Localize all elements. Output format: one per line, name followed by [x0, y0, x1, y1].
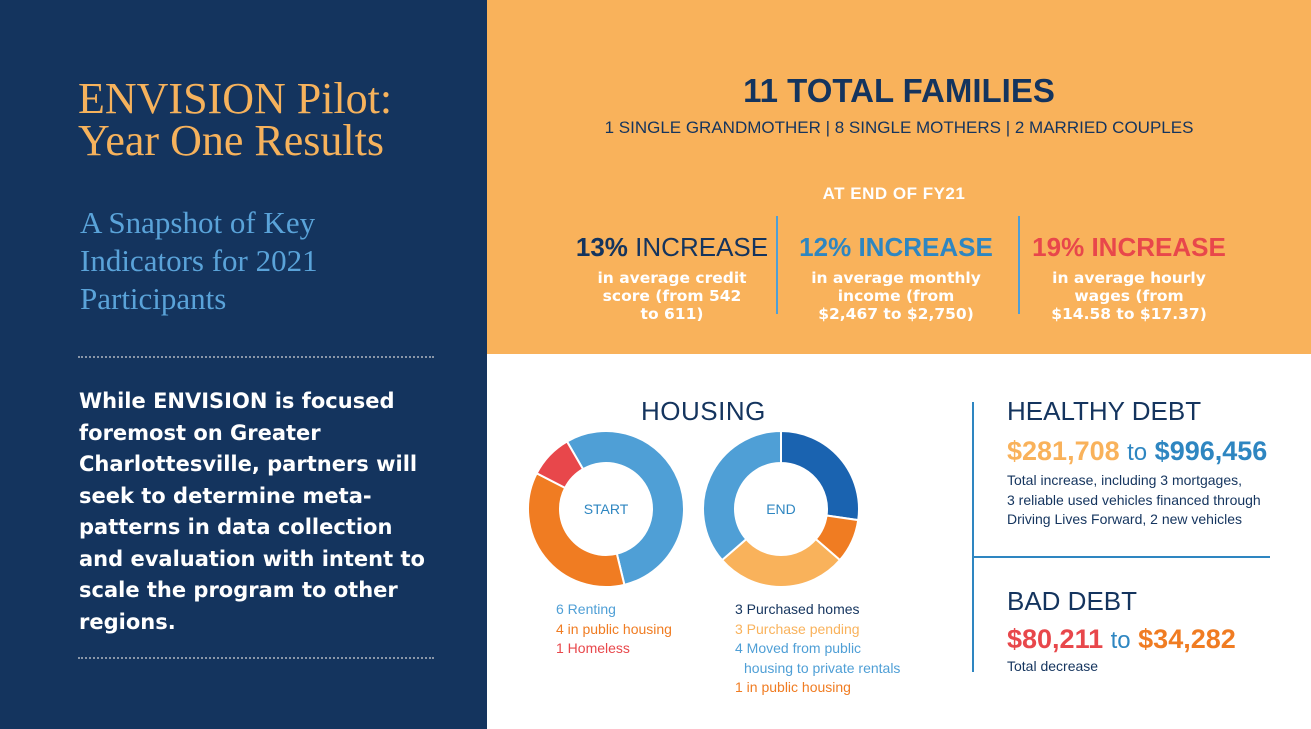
- stat-description: in average credit score (from 542 to 611…: [562, 269, 782, 323]
- stat-percent: 19%: [1032, 232, 1085, 262]
- to-word: to: [1110, 627, 1131, 654]
- stat-desc-line: wages (from: [1074, 287, 1184, 305]
- desc-line: Total increase, including 3 mortgages,: [1007, 472, 1243, 488]
- stat-divider: [1018, 216, 1020, 314]
- stat-percent: 13%: [575, 232, 628, 262]
- subtitle-line: A Snapshot of Key: [80, 205, 316, 240]
- body-line: foremost on Greater: [79, 420, 321, 445]
- end-donut-chart: [702, 429, 860, 588]
- stat-headline: 19% INCREASE: [1019, 232, 1239, 263]
- body-line: While ENVISION is focused: [79, 389, 395, 413]
- start-donut-chart: [527, 430, 685, 588]
- stat-desc-line: $2,467 to $2,750): [818, 305, 974, 323]
- body-line: patterns in data collection: [79, 515, 393, 539]
- title-line: Year One Results: [78, 116, 384, 165]
- donut-slice-in-public-housing: [527, 471, 626, 588]
- stat-percent: 12%: [799, 232, 852, 262]
- bad-debt-description: Total decrease: [1007, 658, 1099, 674]
- legend-item: 1 in public housing: [735, 679, 851, 695]
- donut-slice-homeless: [535, 440, 585, 490]
- legend-item: 4 Moved from public: [735, 640, 862, 656]
- stat-desc-line: in average credit: [597, 269, 747, 287]
- legend-item: 1 Homeless: [556, 640, 630, 656]
- legend-item: 3 Purchased homes: [735, 601, 860, 617]
- subtitle-line: Indicators for 2021: [80, 243, 318, 278]
- healthy-debt-from: $281,708: [1007, 436, 1120, 466]
- donut-slice-renting: [565, 430, 685, 587]
- start-legend: 6 Renting 4 in public housing 1 Homeless: [556, 600, 672, 659]
- stat-desc-line: in average monthly: [811, 269, 981, 287]
- stat-label: INCREASE: [1091, 232, 1226, 262]
- body-line: Charlottesville, partners will: [79, 452, 418, 476]
- page-subtitle: A Snapshot of Key Indicators for 2021 Pa…: [80, 204, 470, 318]
- to-word: to: [1127, 439, 1148, 466]
- end-legend: 3 Purchased homes 3 Purchase pending 4 M…: [735, 600, 900, 698]
- intro-body: While ENVISION is focused foremost on Gr…: [79, 386, 439, 638]
- stat-desc-line: $14.58 to $17.37): [1051, 305, 1207, 323]
- body-line: seek to determine meta-: [79, 483, 372, 508]
- body-line: regions.: [79, 609, 176, 634]
- stat-headline: 12% INCREASE: [786, 232, 1006, 263]
- intro-panel: ENVISION Pilot: Year One Results A Snaps…: [0, 0, 487, 729]
- stat-desc-line: in average hourly: [1052, 269, 1206, 287]
- stat-hourly-wages: 19% INCREASE in average hourly wages (fr…: [1019, 232, 1239, 323]
- period-label: AT END OF FY21: [822, 184, 966, 203]
- bad-debt-amounts: $80,211 to $34,282: [1007, 624, 1236, 655]
- bad-debt-from: $80,211: [1007, 624, 1104, 654]
- legend-item: housing to private rentals: [744, 659, 901, 676]
- stat-desc-line: score (from 542: [602, 287, 742, 305]
- housing-donut-charts: START END: [527, 429, 860, 588]
- stat-desc-line: income (from: [837, 287, 955, 305]
- family-breakdown: 1 SINGLE GRANDMOTHER | 8 SINGLE MOTHERS …: [604, 118, 1194, 137]
- end-donut-label: END: [766, 501, 796, 517]
- stat-description: in average hourly wages (from $14.58 to …: [1019, 269, 1239, 323]
- dotted-divider: [78, 657, 434, 659]
- legend-item: 4 in public housing: [556, 620, 672, 637]
- donut-slice-purchased-homes: [780, 429, 860, 522]
- legend-item: 3 Purchase pending: [735, 620, 860, 637]
- total-families: 11 TOTAL FAMILIES: [743, 72, 1055, 109]
- start-donut-label: START: [584, 501, 629, 517]
- stat-credit-score: 13% INCREASE in average credit score (fr…: [562, 232, 782, 323]
- families-panel: 11 TOTAL FAMILIES 1 SINGLE GRANDMOTHER |…: [487, 0, 1311, 354]
- legend-item: 6 Renting: [556, 601, 616, 617]
- title-line: ENVISION Pilot:: [78, 74, 393, 123]
- bad-debt-title: BAD DEBT: [1007, 586, 1138, 616]
- stat-monthly-income: 12% INCREASE in average monthly income (…: [786, 232, 1006, 323]
- dotted-divider: [78, 356, 434, 358]
- stat-headline: 13% INCREASE: [562, 232, 782, 263]
- stat-desc-line: to 611): [640, 305, 704, 323]
- donut-slice-moved-from-public-housing-to-private-rentals: [702, 429, 782, 562]
- stat-divider: [776, 216, 778, 314]
- healthy-debt-title: HEALTHY DEBT: [1007, 396, 1202, 426]
- stat-label: INCREASE: [635, 232, 769, 262]
- desc-line: Driving Lives Forward, 2 new vehicles: [1007, 511, 1242, 527]
- desc-line: 3 reliable used vehicles financed throug…: [1007, 491, 1261, 508]
- healthy-debt-description: Total increase, including 3 mortgages, 3…: [1007, 471, 1287, 530]
- subtitle-line: Participants: [80, 281, 227, 316]
- donut-slice-purchase-pending: [720, 537, 842, 588]
- debt-divider-vertical: [972, 402, 974, 672]
- stat-description: in average monthly income (from $2,467 t…: [786, 269, 1006, 323]
- healthy-debt-amounts: $281,708 to $996,456: [1007, 436, 1267, 467]
- body-line: scale the program to other: [79, 578, 398, 602]
- stat-label: INCREASE: [858, 232, 993, 262]
- housing-title: HOUSING: [641, 396, 766, 426]
- bad-debt-to: $34,282: [1138, 624, 1236, 654]
- body-line: and evaluation with intent to: [79, 546, 425, 571]
- healthy-debt-to: $996,456: [1154, 436, 1268, 466]
- page-title: ENVISION Pilot: Year One Results: [78, 74, 478, 165]
- debt-divider-horizontal: [974, 556, 1270, 558]
